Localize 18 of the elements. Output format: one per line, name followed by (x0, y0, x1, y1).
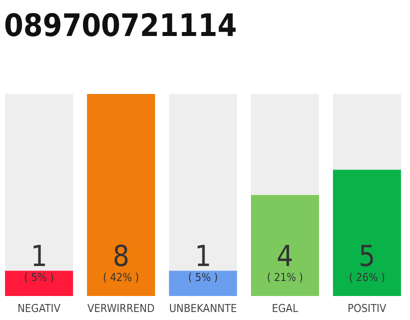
x-tick-label: VERWIRREND (87, 302, 155, 315)
data-label: 1 (30, 239, 48, 273)
data-label: 5 (358, 239, 376, 273)
annotation: ( 26% ) (348, 271, 386, 284)
annotation: ( 5% ) (24, 271, 54, 284)
annotation: ( 42% ) (103, 271, 140, 284)
annotation: ( 21% ) (266, 271, 304, 284)
bar (168, 270, 238, 296)
bar (5, 270, 74, 296)
annotation: ( 5% ) (188, 271, 218, 284)
x-tick-label: NEGATIV (18, 302, 61, 315)
x-tick-label: POSITIV (348, 302, 387, 315)
data-label: 4 (276, 239, 294, 273)
chart-title: 089700721114 (4, 8, 237, 44)
x-tick-label: EGAL (272, 302, 299, 315)
data-label: 1 (194, 239, 212, 273)
x-tick-label: UNBEKANNTE (169, 302, 237, 315)
data-label: 8 (112, 239, 130, 273)
